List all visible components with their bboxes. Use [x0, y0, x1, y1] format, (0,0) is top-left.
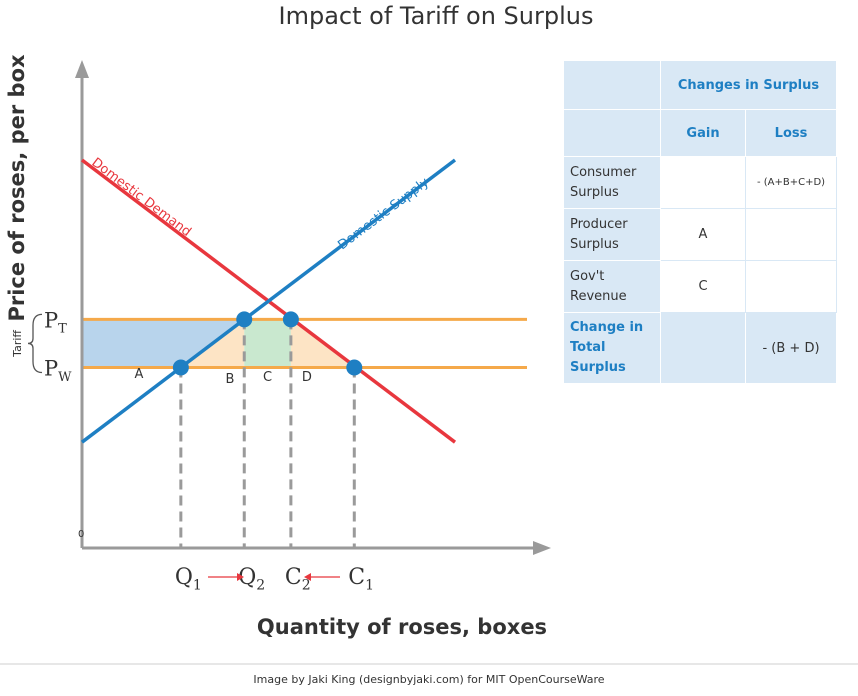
quantity-label: C1 [348, 565, 374, 594]
table-loss-cell: - (A+B+C+D) [744, 156, 838, 209]
table-subheader-row: Gain Loss [563, 109, 838, 157]
table-loss-cell: - (B + D) [744, 312, 838, 384]
quantity-label: C2 [285, 565, 311, 594]
region-a-label: A [135, 367, 144, 382]
region-a [82, 319, 245, 368]
table-header-changes: Changes in Surplus [659, 60, 838, 110]
table-corner-cell [563, 60, 661, 110]
table-row: Producer Surplus A [563, 208, 838, 261]
table-row-label: Producer Surplus [563, 208, 661, 261]
table-row-label: Consumer Surplus [563, 156, 661, 209]
table-header-row: Changes in Surplus [563, 60, 838, 110]
region-b-label: B [226, 372, 235, 387]
price-label-pw: PW [44, 357, 72, 385]
intersection-point [282, 311, 299, 328]
quantity-label: Q2 [238, 565, 265, 594]
table-row-label: Gov't Revenue [563, 260, 661, 313]
table-row: Consumer Surplus - (A+B+C+D) [563, 156, 838, 209]
table-loss-cell [744, 260, 838, 313]
arrow-c1-c2-head [304, 573, 311, 581]
tariff-brace [27, 313, 43, 374]
table-gain-cell [660, 312, 746, 384]
table-corner-cell [563, 109, 661, 157]
region-d-label: D [302, 370, 312, 385]
y-axis-title: Price of roses, per box [5, 54, 29, 322]
intersection-point [346, 359, 363, 376]
table-row-total: Change in Total Surplus - (B + D) [563, 312, 838, 384]
table-loss-cell [744, 208, 838, 261]
region-c-label: C [263, 370, 272, 385]
y-axis-arrow [75, 60, 89, 78]
table-header-loss: Loss [744, 109, 838, 157]
supply-curve-label: Domestic Supply [335, 175, 432, 253]
table-header-gain: Gain [660, 109, 746, 157]
region-c [244, 319, 291, 368]
table-row-label: Change in Total Surplus [563, 312, 661, 384]
demand-curve-label: Domestic Demand [89, 155, 194, 240]
table-gain-cell [660, 156, 746, 209]
chart-title: Impact of Tariff on Surplus [279, 2, 594, 30]
origin-label: 0 [78, 529, 84, 540]
surplus-table: Changes in Surplus Gain Loss Consumer Su… [563, 60, 838, 384]
table-row: Gov't Revenue C [563, 260, 838, 313]
table-gain-cell: C [660, 260, 746, 313]
table-gain-cell: A [660, 208, 746, 261]
tariff-label: Tariff [11, 330, 24, 358]
supply-curve [80, 158, 457, 444]
price-label-pt: PT [44, 308, 67, 336]
image-credit: Image by Jaki King (designbyjaki.com) fo… [253, 673, 604, 686]
intersection-point [236, 311, 253, 328]
quantity-label: Q1 [175, 565, 202, 594]
x-axis-title: Quantity of roses, boxes [257, 615, 547, 639]
x-axis-arrow [533, 541, 551, 555]
intersection-point [172, 359, 189, 376]
arrow-q1-q2-head [237, 573, 244, 581]
